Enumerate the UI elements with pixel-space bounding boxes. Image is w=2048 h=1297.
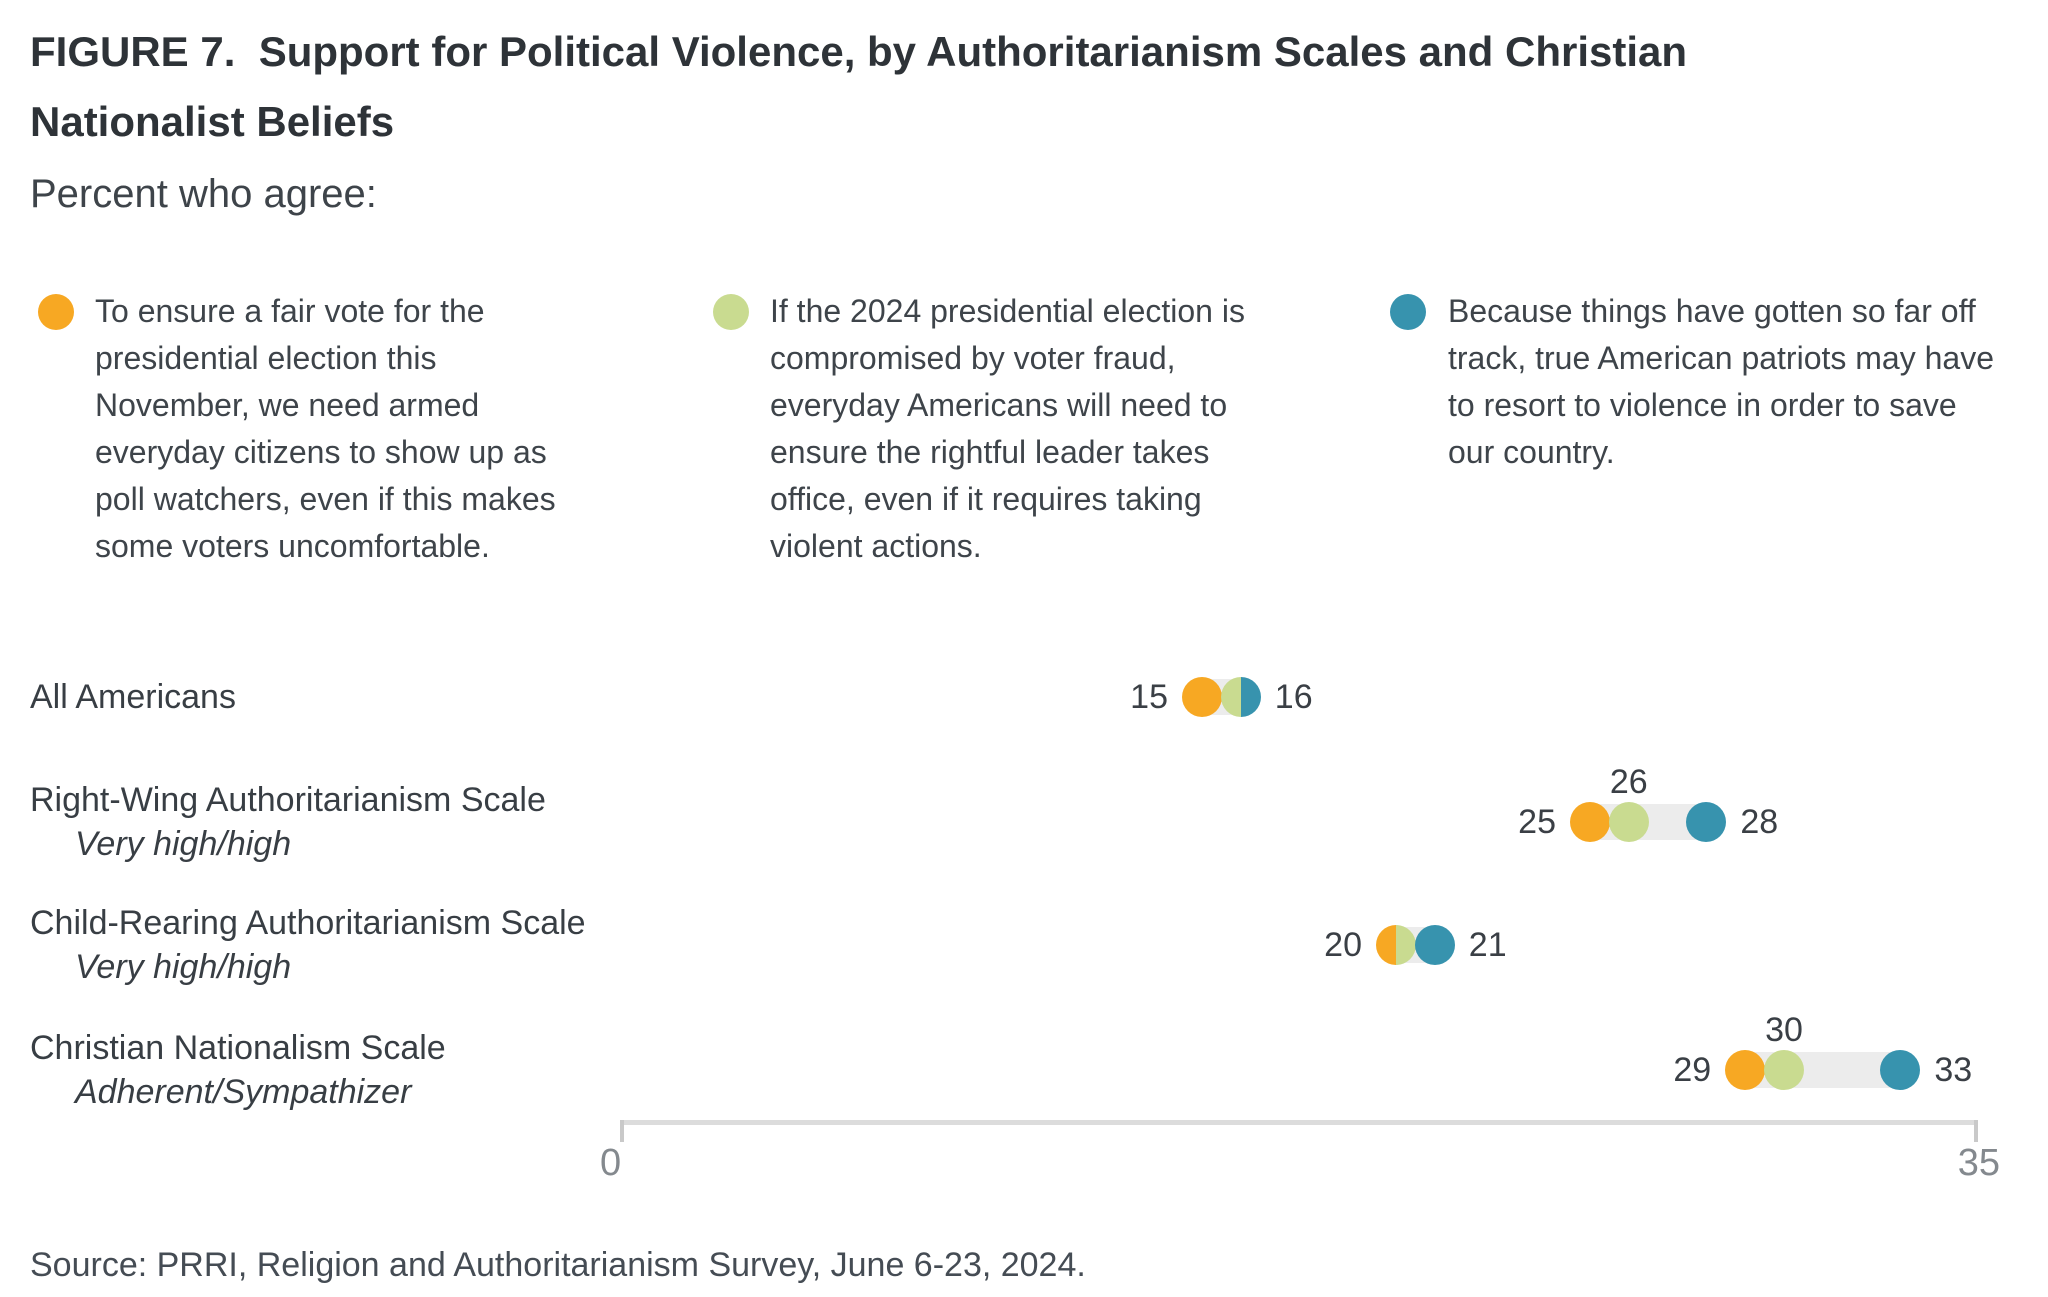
category-label: All Americans <box>30 675 236 719</box>
data-dot-split <box>1220 677 1261 717</box>
legend-text: To ensure a fair vote for the presidenti… <box>95 293 556 564</box>
x-axis-line <box>620 1120 1978 1125</box>
category-label: Christian Nationalism Scale Adherent/Symp… <box>30 1026 446 1114</box>
category-label-main: Christian Nationalism Scale <box>30 1029 446 1067</box>
category-label-sub: Very high/high <box>75 948 292 986</box>
value-label: 30 <box>1765 1011 1803 1049</box>
value-label: 26 <box>1609 763 1648 801</box>
source-attribution: Source: PRRI, Religion and Authoritarian… <box>30 1246 1086 1284</box>
value-label: 33 <box>1934 1051 1973 1089</box>
x-axis-tick-max <box>1974 1120 1978 1142</box>
value-label: 28 <box>1740 803 1779 841</box>
x-axis-label-max: 35 <box>1957 1142 2000 1184</box>
category-label-main: All Americans <box>30 678 236 716</box>
value-label: 15 <box>1130 678 1168 716</box>
data-dot-split <box>1376 925 1416 965</box>
value-label: 29 <box>1673 1051 1712 1089</box>
data-dot <box>1880 1050 1921 1090</box>
legend-dot-green-icon <box>713 294 749 330</box>
data-dot <box>1764 1050 1804 1090</box>
figure-subtitle: Percent who agree: <box>30 172 377 216</box>
x-axis-tick-min <box>620 1120 624 1142</box>
data-dot <box>1686 802 1727 842</box>
category-label-main: Right-Wing Authoritarianism Scale <box>30 781 546 819</box>
value-label: 16 <box>1274 678 1313 716</box>
data-dot <box>1570 802 1610 842</box>
legend-text: Because things have gotten so far off tr… <box>1448 293 1994 470</box>
data-dot <box>1182 677 1222 717</box>
category-label: Right-Wing Authoritarianism Scale Very hi… <box>30 778 546 866</box>
category-label-sub: Adherent/Sympathizer <box>75 1073 412 1111</box>
value-label: 20 <box>1324 926 1362 964</box>
data-dot <box>1608 802 1649 842</box>
value-label: 21 <box>1468 926 1507 964</box>
legend-text: If the 2024 presidential election is com… <box>770 293 1245 564</box>
category-label: Child-Rearing Authoritarianism Scale Very… <box>30 901 586 989</box>
x-axis-label-min: 0 <box>600 1142 622 1184</box>
legend-dot-teal-icon <box>1390 294 1426 330</box>
value-label: 25 <box>1518 803 1556 841</box>
figure-title-line1: FIGURE 7. Support for Political Violence… <box>30 28 1688 75</box>
category-label-main: Child-Rearing Authoritarianism Scale <box>30 904 586 942</box>
category-label-sub: Very high/high <box>75 825 292 863</box>
data-dot <box>1725 1050 1766 1090</box>
data-dot <box>1414 925 1455 965</box>
legend-dot-orange-icon <box>38 294 74 330</box>
figure-title-line2: Nationalist Beliefs <box>30 98 395 145</box>
